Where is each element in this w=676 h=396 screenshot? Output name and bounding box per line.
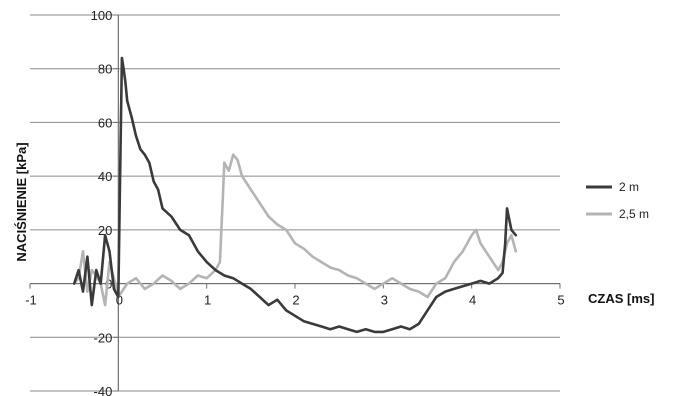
x-tick-label: -1 [25,293,37,308]
y-axis-title: NACIŚNIENIE [kPa] [14,142,29,261]
x-tick-label: 5 [557,293,564,308]
series-line-0 [72,56,518,334]
y-tick-labels: -40 -20 0 20 40 60 80 100 [91,8,113,396]
y-tick-label: 0 [105,277,112,292]
y-tick-label: 40 [98,169,112,184]
x-tick-label: 2 [292,293,299,308]
x-tick-label: 0 [116,293,123,308]
series-line-1 [72,153,518,307]
x-tick-labels: -1 0 1 2 3 4 5 [25,293,564,308]
y-tick-label: -40 [94,384,113,396]
x-tick-label: 3 [381,293,388,308]
x-tick-label: 4 [469,293,476,308]
y-tick-label: 80 [98,62,112,77]
legend-label-0: 2 m [619,180,639,194]
y-tick-label: 20 [98,223,112,238]
legend: 2 m 2,5 m [586,180,649,221]
series-layer [72,56,518,334]
y-tick-label: -20 [94,330,113,345]
y-tick-label: 100 [91,8,113,23]
x-tick-label: 1 [204,293,211,308]
y-tick-label: 60 [98,115,112,130]
legend-label-1: 2,5 m [619,207,649,221]
x-axis-title: CZAS [ms] [588,291,654,306]
